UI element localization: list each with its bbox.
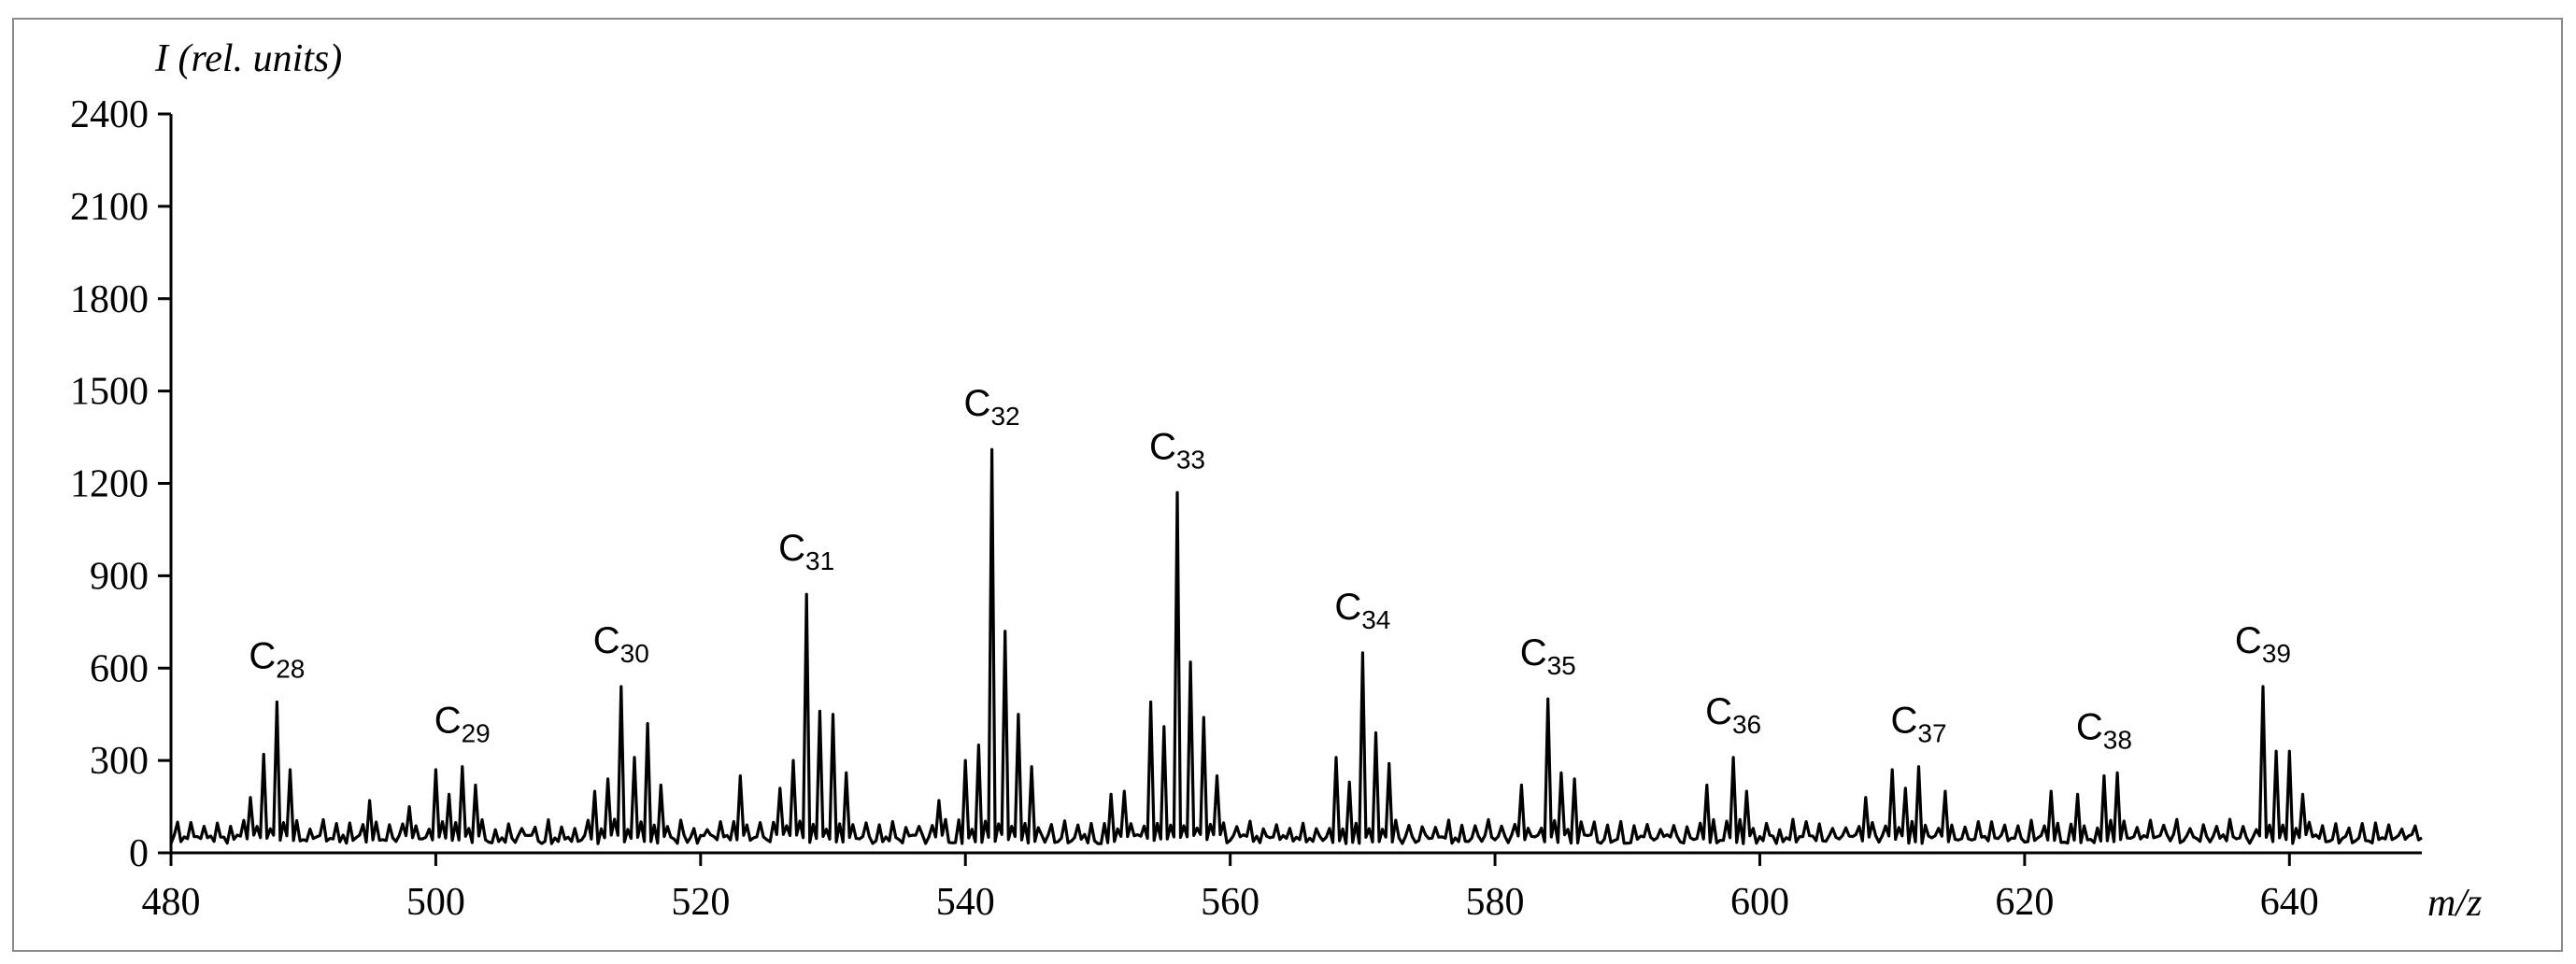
peak-label: C28	[249, 636, 305, 684]
x-tick-label: 620	[1995, 881, 2054, 924]
peak-label: C29	[434, 701, 491, 748]
x-tick-label: 640	[2260, 881, 2319, 924]
peak-label-subscript: 36	[1732, 710, 1761, 739]
x-tick-label: 560	[1201, 881, 1260, 924]
peak-label-subscript: 28	[276, 655, 305, 684]
y-tick-label: 600	[90, 647, 149, 690]
peak-label: C39	[2235, 620, 2291, 668]
peak-label-subscript: 33	[1176, 445, 1205, 474]
y-tick-label: 2400	[70, 93, 149, 136]
x-tick-label: 540	[936, 881, 995, 924]
y-tick-label: 2100	[70, 186, 149, 229]
peak-label: C36	[1705, 691, 1761, 739]
peak-label-base: C	[1520, 632, 1547, 673]
y-tick-label: 1200	[70, 463, 149, 506]
peak-label-subscript: 34	[1361, 605, 1390, 634]
y-tick-label: 900	[90, 555, 149, 598]
peak-label-base: C	[778, 528, 805, 569]
peak-label-subscript: 35	[1547, 651, 1576, 680]
peak-label: C30	[593, 620, 649, 668]
peak-label: C35	[1520, 632, 1576, 680]
peak-label-base: C	[1890, 701, 1917, 742]
peak-label: C34	[1334, 587, 1390, 634]
y-tick-label: 1500	[70, 371, 149, 414]
peak-label-base: C	[593, 620, 620, 661]
peak-label-subscript: 39	[2262, 639, 2291, 668]
peak-label: C37	[1890, 701, 1946, 748]
peak-label-base: C	[1334, 587, 1361, 628]
peak-label: C31	[778, 528, 834, 575]
x-tick-label: 480	[142, 881, 201, 924]
y-tick-label: 1800	[70, 278, 149, 321]
peak-label: C33	[1149, 426, 1205, 474]
y-axis-title: I (rel. units)	[154, 37, 342, 80]
x-tick-label: 580	[1466, 881, 1525, 924]
peak-label-base: C	[2235, 620, 2262, 661]
peak-label-base: C	[249, 636, 276, 677]
spectrum-series-line	[169, 447, 2423, 845]
x-axis-ticks: 480 500 520 540 560 580 600 620 640	[142, 853, 2319, 924]
peak-label-subscript: 31	[805, 546, 834, 575]
peak-label-base: C	[434, 701, 462, 742]
x-tick-label: 500	[406, 881, 465, 924]
x-tick-label: 520	[671, 881, 730, 924]
peak-label-subscript: 37	[1917, 719, 1946, 748]
figure-frame	[12, 18, 2563, 952]
x-tick-label: 600	[1730, 881, 1789, 924]
y-tick-label: 0	[129, 832, 149, 875]
peak-label-base: C	[1149, 426, 1176, 467]
peak-label: C38	[2076, 706, 2132, 754]
peak-label-subscript: 32	[990, 402, 1019, 431]
peak-label-subscript: 29	[462, 719, 491, 748]
peak-label: C32	[964, 383, 1020, 431]
peak-label-base: C	[1705, 691, 1732, 732]
peak-label-base: C	[2076, 706, 2103, 747]
peak-label-base: C	[964, 383, 991, 424]
x-axis-title: m/z	[2427, 882, 2482, 925]
peak-label-subscript: 30	[620, 639, 649, 668]
y-axis-ticks: 0 300 600 900 1200 1500 1800 2100 2400	[70, 93, 171, 875]
peak-label-subscript: 38	[2103, 725, 2132, 754]
y-tick-label: 300	[90, 740, 149, 783]
